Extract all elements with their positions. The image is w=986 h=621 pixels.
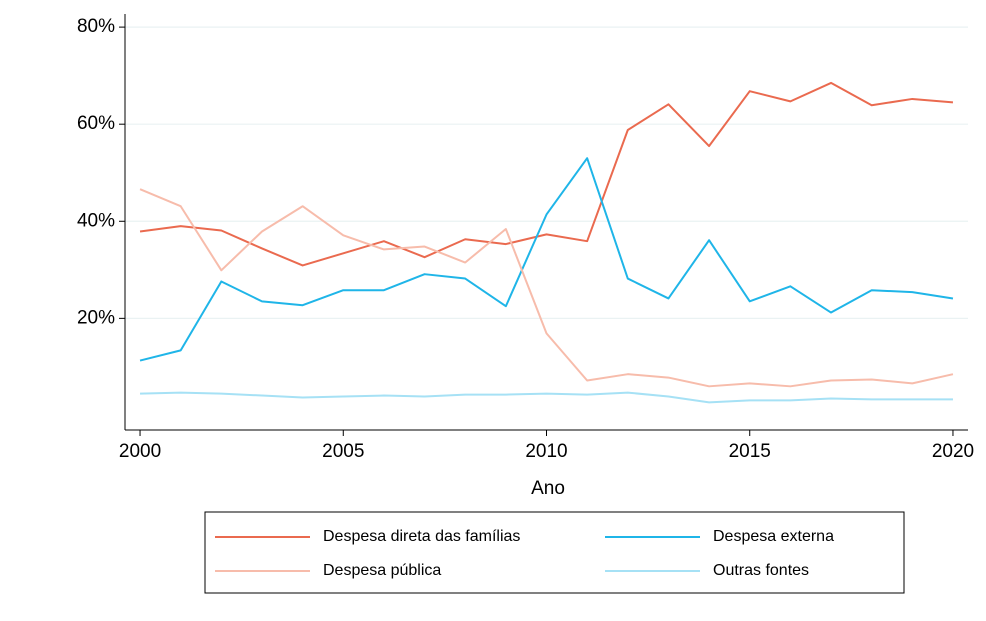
x-tick-label: 2020: [932, 441, 974, 462]
x-tick-label: 2000: [119, 441, 161, 462]
x-tick-label: 2010: [525, 441, 567, 462]
series-line: [140, 391, 953, 404]
x-tick-label: 2015: [729, 441, 771, 462]
y-tick-label: 80%: [77, 16, 115, 37]
legend-label: Outras fontes: [713, 562, 809, 579]
series-line: [139, 188, 954, 388]
y-tick-label: 20%: [77, 307, 115, 328]
legend-label: Despesa direta das famílias: [323, 528, 520, 545]
series-line: [139, 81, 954, 267]
series-line: [139, 157, 954, 362]
x-axis-label: Ano: [531, 478, 565, 499]
legend-label: Despesa pública: [323, 562, 441, 579]
y-tick-label: 60%: [77, 113, 115, 134]
legend-label: Despesa externa: [713, 528, 834, 545]
x-tick-label: 2005: [322, 441, 364, 462]
legend-box: [204, 511, 905, 594]
y-tick-label: 40%: [77, 210, 115, 231]
